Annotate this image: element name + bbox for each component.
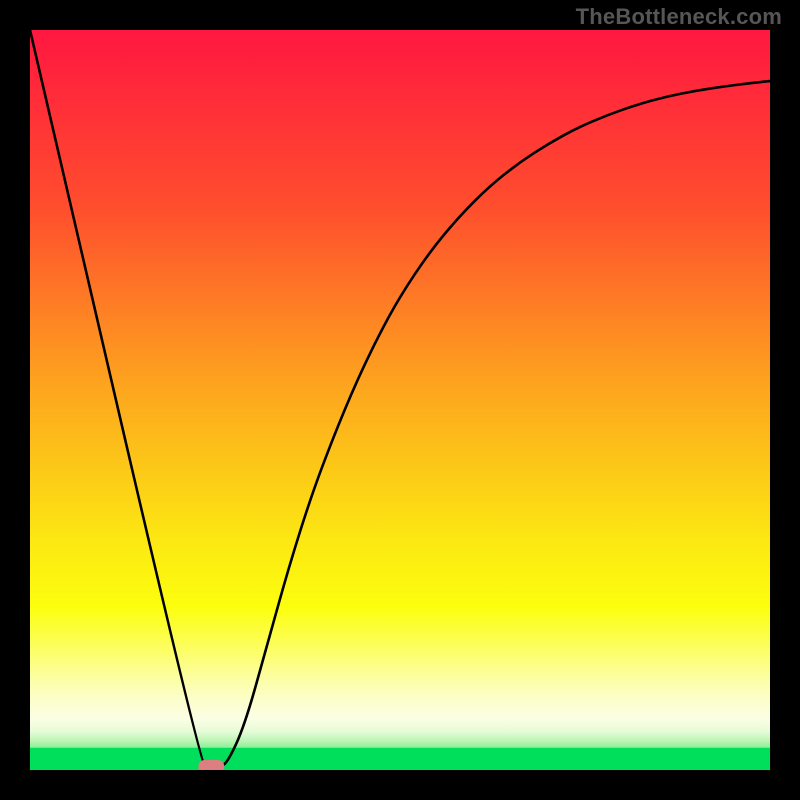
chart-frame: TheBottleneck.com	[0, 0, 800, 800]
bottleneck-chart	[30, 30, 770, 770]
plot-area	[30, 30, 770, 770]
green-band	[30, 748, 770, 770]
watermark-text: TheBottleneck.com	[576, 4, 782, 30]
gradient-background	[30, 30, 770, 770]
optimum-marker	[198, 760, 224, 770]
